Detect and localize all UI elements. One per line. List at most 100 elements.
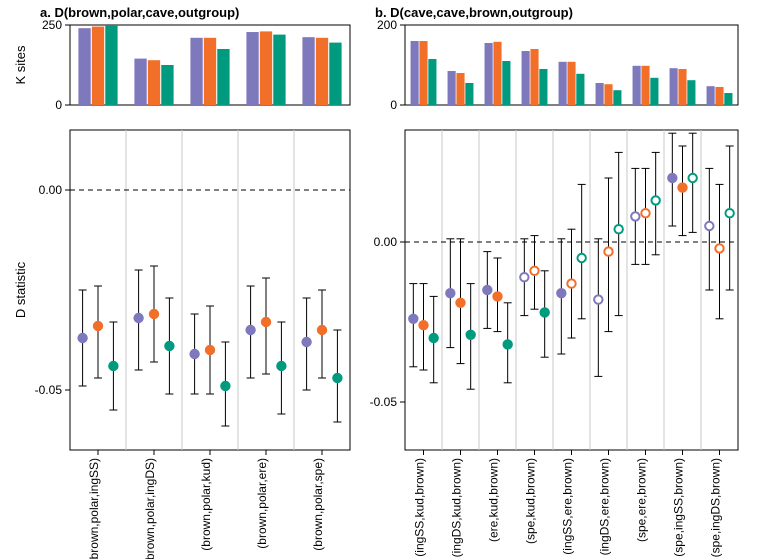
bar-ytick: 0: [55, 98, 62, 112]
figure-svg: 0 250 K sites a. D(brown,polar,cave,outgrou…: [0, 0, 758, 559]
d-point: [150, 310, 158, 318]
x-category-label: (spe,ingSS,brown): [672, 458, 686, 557]
bar: [670, 68, 678, 105]
x-category-label: (brown,polar,ere): [255, 458, 269, 549]
bar: [204, 38, 216, 105]
d-point: [557, 289, 565, 297]
x-category-label: (brown,polar,ingSS): [87, 458, 101, 559]
bar: [260, 31, 272, 105]
d-point: [668, 174, 676, 182]
x-category-label: (ingDS,ere,brown): [598, 458, 612, 555]
d-point: [302, 338, 310, 346]
bar-ylabel: K sites: [13, 45, 28, 85]
bar: [539, 69, 547, 105]
d-point: [409, 315, 417, 323]
bar: [715, 87, 723, 105]
d-point: [246, 326, 254, 334]
bar: [246, 32, 258, 105]
bar: [465, 83, 473, 105]
bar: [78, 28, 90, 105]
bar: [161, 65, 173, 105]
bar: [604, 84, 612, 105]
bar-ytick: 200: [377, 18, 397, 32]
panel-a-title: a. D(brown,polar,cave,outgroup): [40, 5, 239, 20]
bar: [411, 41, 419, 105]
bar: [641, 66, 649, 105]
d-point: [221, 382, 229, 390]
bar: [576, 74, 584, 105]
x-category-label: (brown,polar,kud): [199, 458, 213, 551]
x-category-label: (spe,ere,brown): [635, 458, 649, 542]
panel-b-title: b. D(cave,cave,brown,outgroup): [375, 5, 573, 20]
d-ytick: -0.05: [35, 383, 63, 397]
d-point: [641, 209, 649, 217]
d-point: [333, 374, 341, 382]
bar: [428, 59, 436, 105]
x-category-label: (brown,polar,spe): [311, 458, 325, 551]
d-point: [715, 244, 723, 252]
x-category-label: (ere,kud,brown): [487, 458, 501, 542]
bar: [419, 41, 427, 105]
d-point: [594, 295, 602, 303]
bar: [485, 43, 493, 105]
bar: [105, 25, 117, 105]
d-point: [165, 342, 173, 350]
bar: [217, 49, 229, 105]
d-point: [567, 279, 575, 287]
d-point: [109, 362, 117, 370]
d-point: [530, 267, 538, 275]
d-point: [94, 322, 102, 330]
d-point: [446, 289, 454, 297]
d-point: [577, 254, 585, 262]
x-category-label: (spe,kud,brown): [524, 458, 538, 544]
bar: [329, 43, 341, 105]
d-point: [419, 321, 427, 329]
bar: [190, 38, 202, 105]
d-point: [456, 299, 464, 307]
bar: [530, 49, 538, 105]
x-category-label: (ingSS,ere,brown): [561, 458, 575, 555]
x-category-label: (ingDS,kud,brown): [450, 458, 464, 557]
bar: [559, 62, 567, 105]
bar: [650, 78, 658, 105]
d-point: [688, 174, 696, 182]
bar: [273, 35, 285, 105]
bar: [134, 59, 146, 105]
d-point: [540, 308, 548, 316]
bar: [316, 38, 328, 105]
bar: [687, 80, 695, 105]
d-point: [190, 350, 198, 358]
d-point: [134, 314, 142, 322]
bar: [678, 69, 686, 105]
bar: [92, 27, 104, 105]
x-category-label: (ingSS,kud,brown): [413, 458, 427, 557]
d-ytick: 0.00: [39, 183, 63, 197]
bar: [596, 83, 604, 105]
bar: [567, 62, 575, 105]
bar: [148, 60, 160, 105]
d-point: [503, 340, 511, 348]
d-point: [262, 318, 270, 326]
bar-ytick: 250: [42, 18, 62, 32]
bar: [633, 66, 641, 105]
d-point: [725, 209, 733, 217]
bar: [448, 71, 456, 105]
d-point: [466, 331, 474, 339]
bar-ytick: 0: [390, 98, 397, 112]
d-point: [631, 212, 639, 220]
bar: [302, 37, 314, 105]
bar: [502, 61, 510, 105]
d-plot-frame: [70, 130, 350, 450]
d-point: [614, 225, 622, 233]
d-point: [678, 183, 686, 191]
x-category-label: (brown,polar,ingDS): [143, 458, 157, 559]
d-point: [429, 334, 437, 342]
d-point: [493, 292, 501, 300]
bar: [493, 42, 501, 105]
d-ytick: -0.05: [370, 395, 398, 409]
d-point: [483, 286, 491, 294]
d-point: [277, 362, 285, 370]
d-point: [318, 326, 326, 334]
d-point: [705, 222, 713, 230]
bar: [707, 86, 715, 105]
